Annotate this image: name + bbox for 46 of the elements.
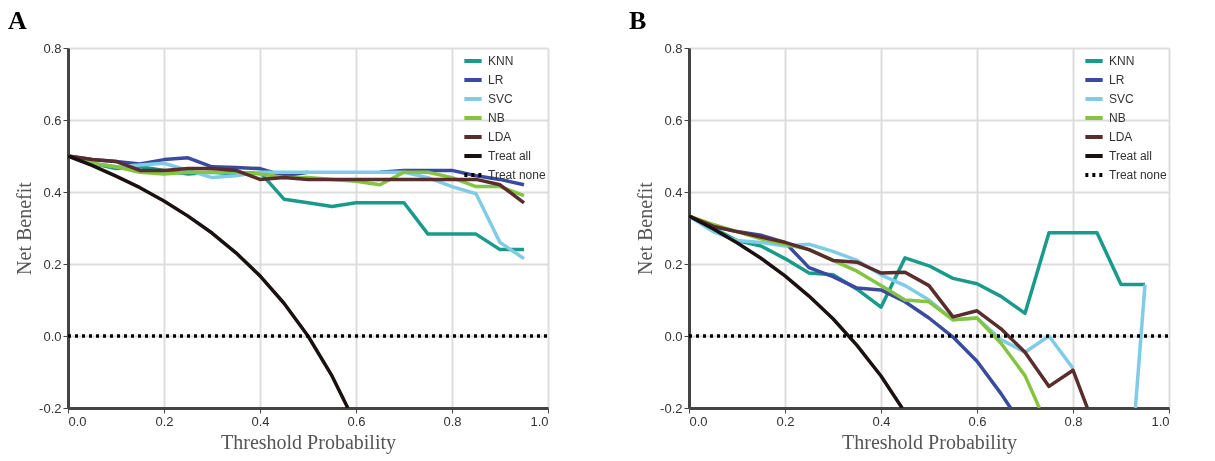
x-tick-label: 0.8	[1064, 413, 1083, 429]
y-tick-label: 0.8	[43, 40, 62, 56]
legend-label: LR	[1109, 73, 1125, 87]
x-tick-label: 0.6	[347, 413, 366, 429]
y-tick-label: -0.2	[39, 400, 62, 416]
x-tick-label: 0.2	[155, 413, 174, 429]
y-tick-label: 0.2	[43, 256, 62, 272]
legend-label: LR	[488, 73, 504, 87]
x-axis-title: Threshold Probability	[221, 430, 396, 454]
y-axis-title: Net Benefit	[634, 181, 657, 275]
legend-label: KNN	[1109, 54, 1135, 68]
y-tick-label: 0.2	[664, 256, 683, 272]
y-tick-label: -0.2	[660, 400, 683, 416]
x-tick-label: 0.4	[251, 413, 270, 429]
legend-label: Treat all	[488, 149, 531, 163]
line-series	[689, 214, 904, 408]
legend-label: NB	[488, 111, 505, 125]
y-tick-label: 0.0	[664, 328, 683, 344]
y-tick-label: 0.6	[43, 112, 62, 128]
legend-label: SVC	[1109, 92, 1135, 106]
legend-label: Treat none	[488, 168, 546, 182]
x-tick-label: 0.6	[968, 413, 987, 429]
x-tick-label: 0.4	[872, 413, 891, 429]
x-tick-label: 0.0	[689, 413, 708, 429]
x-tick-label: 0.2	[776, 413, 795, 429]
chart-title: B	[629, 6, 647, 35]
x-tick-label: 0.0	[68, 413, 87, 429]
y-tick-label: 0.6	[664, 112, 683, 128]
y-axis-title: Net Benefit	[13, 181, 36, 275]
legend-label: Treat none	[1109, 168, 1167, 182]
legend-label: NB	[1109, 111, 1126, 125]
x-axis-title: Threshold Probability	[842, 430, 1017, 454]
y-tick-label: 0.8	[664, 40, 683, 56]
y-tick-label: 0.0	[43, 328, 62, 344]
x-tick-label: 1.0	[1151, 413, 1170, 429]
legend-label: KNN	[488, 54, 514, 68]
legend-label: LDA	[488, 130, 512, 144]
x-tick-label: 0.8	[443, 413, 462, 429]
chart-title: A	[8, 6, 27, 35]
y-tick-label: 0.4	[664, 184, 683, 200]
y-tick-label: 0.4	[43, 184, 62, 200]
legend-label: Treat all	[1109, 149, 1152, 163]
legend-label: SVC	[488, 92, 514, 106]
line-series	[68, 154, 350, 408]
legend-label: LDA	[1109, 130, 1133, 144]
x-tick-label: 1.0	[530, 413, 549, 429]
